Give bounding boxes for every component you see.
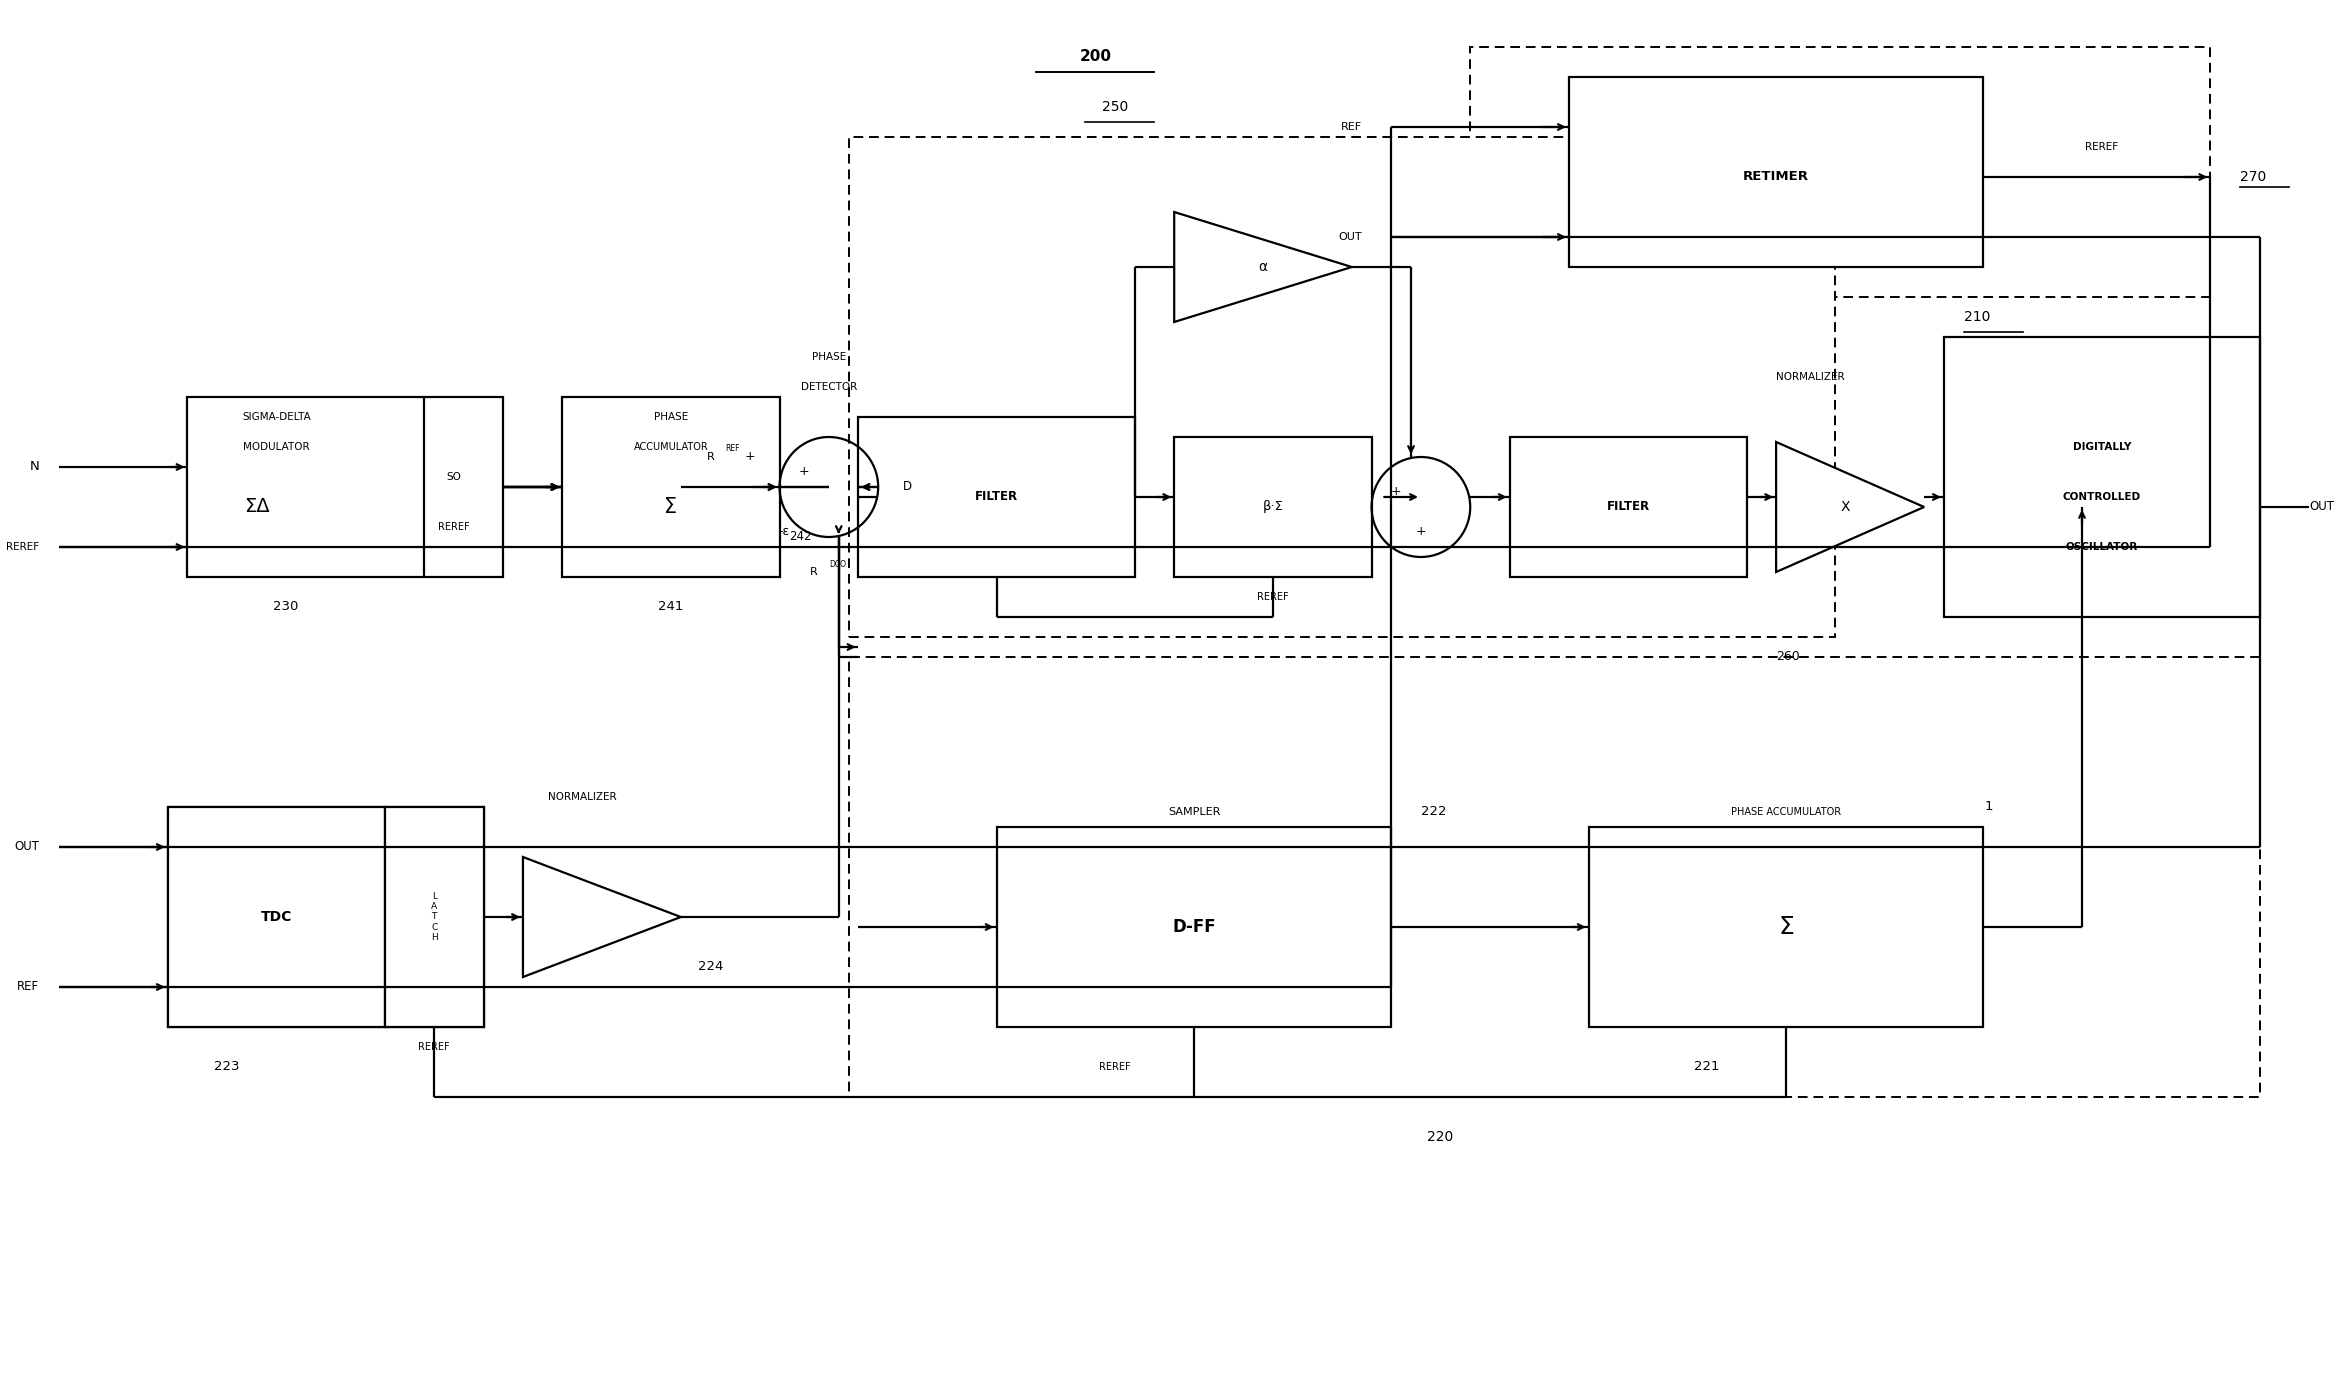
Text: OUT: OUT <box>2309 500 2335 514</box>
Bar <box>563 397 780 577</box>
Text: REREF: REREF <box>439 522 469 532</box>
Text: 220: 220 <box>1427 1130 1455 1144</box>
Bar <box>385 807 483 1027</box>
Text: REREF: REREF <box>1256 592 1289 602</box>
Text: 260: 260 <box>1777 651 1800 664</box>
Bar <box>168 807 385 1027</box>
Text: D: D <box>904 481 913 493</box>
Bar <box>859 416 1135 577</box>
Bar <box>187 397 504 577</box>
Bar <box>1511 437 1747 577</box>
Text: OUT: OUT <box>14 841 40 854</box>
Text: D-FF: D-FF <box>1172 918 1217 936</box>
Text: 242: 242 <box>789 531 813 543</box>
Text: PHASE ACCUMULATOR: PHASE ACCUMULATOR <box>1730 807 1840 817</box>
Text: 221: 221 <box>1695 1060 1721 1073</box>
Text: ACCUMULATOR: ACCUMULATOR <box>633 441 708 453</box>
Text: 224: 224 <box>698 961 724 974</box>
Text: -ε: -ε <box>778 525 789 538</box>
Text: ΣΔ: ΣΔ <box>243 497 269 517</box>
Bar <box>997 827 1392 1027</box>
Polygon shape <box>1175 212 1352 321</box>
Bar <box>1569 77 1982 267</box>
Text: α: α <box>1259 260 1268 274</box>
Text: +: + <box>1392 486 1401 499</box>
Text: REREF: REREF <box>2085 142 2118 152</box>
Text: OSCILLATOR: OSCILLATOR <box>2066 542 2139 552</box>
Text: MODULATOR: MODULATOR <box>243 441 311 453</box>
Text: 270: 270 <box>2239 170 2267 184</box>
Text: REF: REF <box>1340 122 1361 131</box>
Text: FILTER: FILTER <box>1606 500 1649 514</box>
Text: 250: 250 <box>1102 101 1128 115</box>
Text: REREF: REREF <box>1100 1062 1130 1071</box>
Text: PHASE: PHASE <box>813 352 845 362</box>
Text: PHASE: PHASE <box>654 412 689 422</box>
Text: OUT: OUT <box>1338 232 1361 242</box>
Text: 200: 200 <box>1079 49 1111 64</box>
Text: CONTROLLED: CONTROLLED <box>2062 492 2141 502</box>
Text: Σ: Σ <box>665 497 677 517</box>
Text: DCO: DCO <box>829 560 845 570</box>
Text: +: + <box>799 465 810 479</box>
Text: R: R <box>708 453 715 462</box>
Text: Σ: Σ <box>1777 915 1793 939</box>
Bar <box>1471 47 2211 298</box>
Polygon shape <box>523 856 682 977</box>
Bar <box>1588 827 1982 1027</box>
Text: REREF: REREF <box>7 542 40 552</box>
Text: SAMPLER: SAMPLER <box>1168 807 1221 817</box>
Text: TDC: TDC <box>262 909 292 923</box>
Text: SIGMA-DELTA: SIGMA-DELTA <box>243 412 311 422</box>
Text: 241: 241 <box>658 601 684 613</box>
Text: REREF: REREF <box>418 1042 451 1052</box>
Text: 230: 230 <box>273 601 299 613</box>
Text: N: N <box>30 461 40 474</box>
Bar <box>168 807 483 1027</box>
Text: β·Σ: β·Σ <box>1263 500 1284 514</box>
Text: REF: REF <box>726 444 740 454</box>
Bar <box>848 137 1835 637</box>
Text: 210: 210 <box>1964 310 1989 324</box>
Polygon shape <box>1777 441 1924 571</box>
Text: DETECTOR: DETECTOR <box>801 381 857 393</box>
Text: 222: 222 <box>1422 806 1445 819</box>
Text: REF: REF <box>16 981 40 993</box>
Text: FILTER: FILTER <box>976 490 1018 503</box>
Text: 223: 223 <box>215 1060 241 1073</box>
Bar <box>848 657 2260 1097</box>
Text: 1: 1 <box>1985 800 1994 813</box>
Text: R: R <box>810 567 817 577</box>
Text: L
A
T
C
H: L A T C H <box>430 893 437 942</box>
Text: X: X <box>1840 500 1849 514</box>
Text: RETIMER: RETIMER <box>1744 170 1810 183</box>
Text: NORMALIZER: NORMALIZER <box>549 792 616 802</box>
Text: SO: SO <box>446 472 462 482</box>
Text: +: + <box>1415 525 1427 538</box>
Text: +: + <box>745 450 754 464</box>
Bar <box>1943 337 2260 617</box>
Text: NORMALIZER: NORMALIZER <box>1777 372 1845 381</box>
Bar <box>1175 437 1371 577</box>
Text: DIGITALLY: DIGITALLY <box>2073 441 2132 453</box>
